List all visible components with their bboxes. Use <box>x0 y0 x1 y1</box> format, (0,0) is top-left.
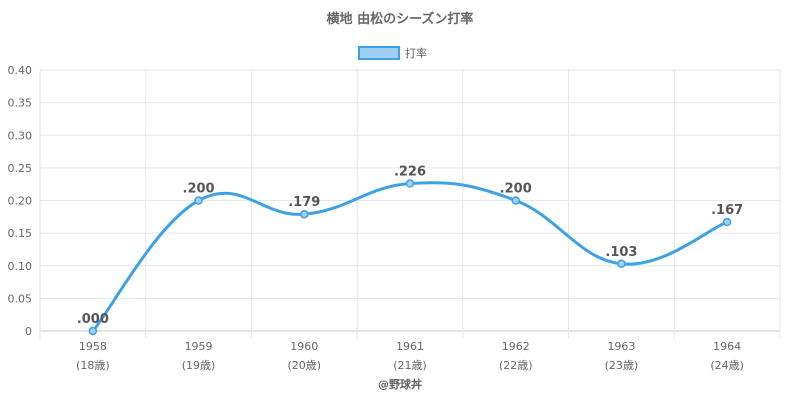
x-tick-label: 1963 <box>607 340 635 353</box>
y-tick-label: 0.40 <box>8 64 33 77</box>
y-tick-label: 0.15 <box>8 227 33 240</box>
legend[interactable]: 打率 <box>358 46 427 60</box>
legend-swatch <box>358 46 400 60</box>
y-tick-label: 0 <box>25 325 32 338</box>
x-tick-label: 1959 <box>185 340 213 353</box>
x-tick-label: 1960 <box>290 340 318 353</box>
y-tick-label: 0.35 <box>8 97 33 110</box>
data-point[interactable] <box>617 259 626 269</box>
data-label: .167 <box>711 203 743 218</box>
x-tick-sublabel: (20歳) <box>287 359 321 372</box>
data-label: .000 <box>77 312 109 327</box>
x-tick-sublabel: (18歳) <box>76 359 110 372</box>
y-tick-label: 0.30 <box>8 129 33 142</box>
grid-layer <box>39 69 781 339</box>
series-layer <box>88 179 732 336</box>
y-tick-label: 0.10 <box>8 260 33 273</box>
x-tick-label: 1961 <box>396 340 424 353</box>
data-point[interactable] <box>194 196 203 205</box>
data-label: .103 <box>605 245 637 260</box>
x-tick-sublabel: (21歳) <box>393 359 427 372</box>
data-point[interactable] <box>405 179 415 188</box>
data-label: .179 <box>288 195 320 210</box>
data-point[interactable] <box>511 196 520 205</box>
data-label: .226 <box>394 165 426 180</box>
x-tick-sublabel: (19歳) <box>182 359 216 372</box>
legend-label: 打率 <box>405 46 427 60</box>
x-tick-sublabel: (23歳) <box>605 359 639 372</box>
data-label: .200 <box>500 182 532 197</box>
data-point[interactable] <box>300 209 309 219</box>
axis-layer: 0 0.05 0.10 0.15 0.20 0.25 0.30 0.35 0.40 1958 (18… <box>8 64 744 372</box>
x-tick-sublabel: (22歳) <box>499 359 533 372</box>
x-tick-label: 1958 <box>79 340 107 353</box>
label-layer: .000 .200 .179 .226 .200 .103 .167 <box>77 165 743 327</box>
data-label: .200 <box>183 182 215 197</box>
y-tick-label: 0.25 <box>8 162 33 175</box>
chart-title: 横地 由松のシーズン打率 <box>327 11 474 27</box>
y-tick-label: 0.05 <box>8 292 33 305</box>
x-tick-sublabel: (24歳) <box>710 359 744 372</box>
credit-text: @野球丼 <box>378 377 422 391</box>
x-tick-label: 1962 <box>502 340 530 353</box>
x-tick-label: 1964 <box>713 340 741 353</box>
data-point[interactable] <box>88 326 98 336</box>
y-tick-label: 0.20 <box>8 195 33 208</box>
data-point[interactable] <box>722 217 732 227</box>
